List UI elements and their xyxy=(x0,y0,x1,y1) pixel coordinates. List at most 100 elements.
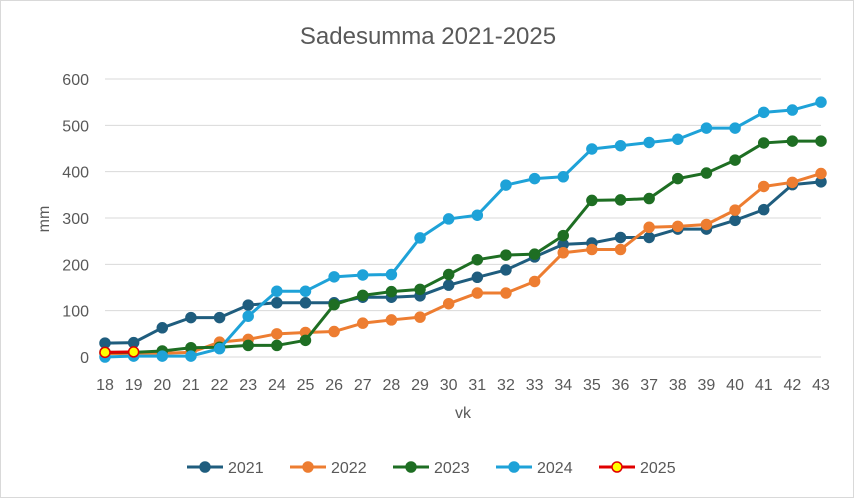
x-tick-label: 42 xyxy=(783,377,801,394)
y-tick-label: 0 xyxy=(80,350,89,367)
legend: 2021 2022 2023 2024 2025 xyxy=(187,460,676,477)
data-point xyxy=(816,97,826,107)
data-point xyxy=(186,351,196,361)
data-point xyxy=(272,329,282,339)
data-point xyxy=(787,136,797,146)
x-tick-label: 41 xyxy=(755,377,773,394)
data-point xyxy=(759,138,769,148)
data-point xyxy=(644,232,654,242)
x-tick-label: 36 xyxy=(612,377,630,394)
data-point xyxy=(587,144,597,154)
y-tick-label: 600 xyxy=(62,72,89,89)
x-tick-label: 24 xyxy=(268,377,286,394)
data-point xyxy=(415,284,425,294)
data-point xyxy=(530,174,540,184)
x-tick-label: 30 xyxy=(440,377,458,394)
x-tick-label: 22 xyxy=(211,377,229,394)
data-point xyxy=(616,232,626,242)
data-point xyxy=(730,205,740,215)
x-tick-label: 27 xyxy=(354,377,372,394)
data-point xyxy=(501,180,511,190)
data-point xyxy=(415,312,425,322)
legend-label: 2023 xyxy=(434,460,470,477)
chart-title: Sadesumma 2021-2025 xyxy=(300,23,556,50)
legend-label: 2025 xyxy=(640,460,676,477)
data-point xyxy=(616,141,626,151)
legend-swatch-marker xyxy=(612,462,622,472)
data-point xyxy=(701,168,711,178)
x-tick-label: 39 xyxy=(698,377,716,394)
legend-label: 2021 xyxy=(228,460,264,477)
x-tick-label: 43 xyxy=(812,377,830,394)
data-point xyxy=(501,288,511,298)
data-point xyxy=(673,134,683,144)
x-tick-label: 19 xyxy=(125,377,143,394)
data-point xyxy=(472,272,482,282)
legend-swatch-marker xyxy=(303,462,313,472)
data-point xyxy=(329,327,339,337)
series-line-2023 xyxy=(105,141,821,352)
data-point xyxy=(673,221,683,231)
legend-item-2022: 2022 xyxy=(290,460,367,477)
data-point xyxy=(616,245,626,255)
data-point xyxy=(386,270,396,280)
x-tick-label: 18 xyxy=(96,377,114,394)
data-point xyxy=(787,105,797,115)
y-tick-label: 500 xyxy=(62,118,89,135)
data-point xyxy=(816,136,826,146)
data-point xyxy=(472,210,482,220)
data-point xyxy=(558,248,568,258)
data-point xyxy=(243,300,253,310)
series-line-2021 xyxy=(105,182,821,343)
legend-label: 2022 xyxy=(331,460,367,477)
y-tick-label: 100 xyxy=(62,304,89,321)
data-point xyxy=(129,347,139,357)
x-tick-label: 34 xyxy=(554,377,572,394)
data-point xyxy=(444,299,454,309)
data-point xyxy=(415,233,425,243)
series-2021 xyxy=(100,177,826,348)
legend-swatch-marker xyxy=(509,462,519,472)
data-point xyxy=(186,313,196,323)
x-tick-label: 38 xyxy=(669,377,687,394)
y-axis-label: mm xyxy=(36,206,53,233)
legend-item-2021: 2021 xyxy=(187,460,264,477)
data-point xyxy=(644,194,654,204)
data-point xyxy=(215,344,225,354)
data-point xyxy=(300,335,310,345)
data-point xyxy=(215,313,225,323)
data-point xyxy=(272,298,282,308)
data-point xyxy=(558,172,568,182)
data-point xyxy=(816,169,826,179)
y-tick-label: 300 xyxy=(62,211,89,228)
legend-swatch-marker xyxy=(200,462,210,472)
legend-item-2024: 2024 xyxy=(496,460,573,477)
data-point xyxy=(701,219,711,229)
legend-item-2023: 2023 xyxy=(393,460,470,477)
data-point xyxy=(787,177,797,187)
x-tick-label: 28 xyxy=(383,377,401,394)
data-point xyxy=(644,222,654,232)
data-point xyxy=(530,276,540,286)
x-tick-label: 23 xyxy=(239,377,257,394)
data-point xyxy=(329,300,339,310)
data-point xyxy=(530,249,540,259)
data-point xyxy=(157,323,167,333)
data-point xyxy=(472,255,482,265)
data-point xyxy=(730,123,740,133)
data-point xyxy=(730,215,740,225)
x-tick-label: 25 xyxy=(297,377,315,394)
data-point xyxy=(157,351,167,361)
x-tick-label: 32 xyxy=(497,377,515,394)
data-point xyxy=(759,181,769,191)
data-point xyxy=(100,338,110,348)
legend-item-2025: 2025 xyxy=(599,460,676,477)
data-point xyxy=(272,286,282,296)
y-tick-label: 200 xyxy=(62,257,89,274)
data-point xyxy=(129,338,139,348)
x-tick-label: 33 xyxy=(526,377,544,394)
